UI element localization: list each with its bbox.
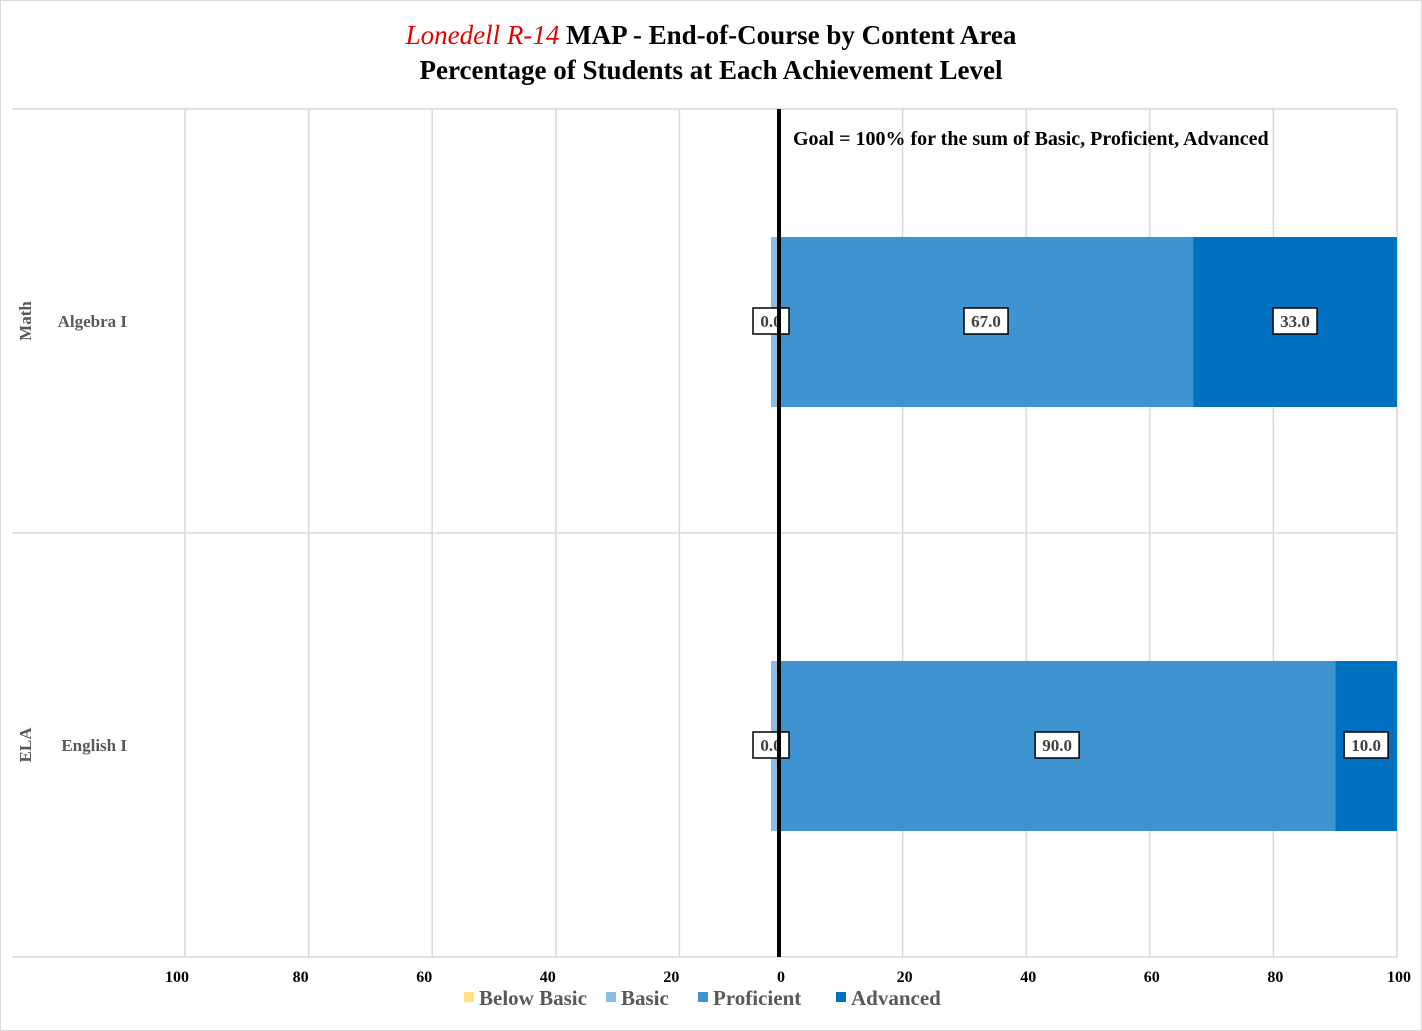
legend-swatch (464, 992, 474, 1002)
data-label-box (1034, 731, 1080, 759)
x-tick-label: 80 (1267, 969, 1283, 986)
legend-swatch (606, 992, 616, 1002)
x-tick-label: 20 (663, 969, 679, 986)
title-line-2: Percentage of Students at Each Achieveme… (419, 55, 1003, 85)
data-label-box (1343, 731, 1389, 759)
group-label: Math (16, 301, 35, 341)
group-label: ELA (16, 727, 35, 763)
legend-label: Advanced (851, 986, 941, 1010)
data-label: 33.0 (1280, 312, 1310, 331)
chart-title: Lonedell R-14 MAP - End-of-Course by Con… (0, 18, 1422, 88)
data-label: 0.0 (760, 736, 781, 755)
legend-swatch (836, 992, 846, 1002)
legend-label: Proficient (713, 986, 801, 1010)
x-tick-label: 20 (897, 969, 913, 986)
axes: 100 80 60 40 20 0 20 40 60 80 100 Algebra I Math Engl… (16, 109, 1411, 986)
data-label: 90.0 (1042, 736, 1072, 755)
data-label-box (752, 307, 790, 335)
legend: Below Basic Basic Proficient Advanced (464, 986, 941, 1010)
bars (771, 237, 1397, 831)
x-tick-label: 80 (293, 969, 309, 986)
x-tick-label: 60 (1144, 969, 1160, 986)
category-label: Algebra I (58, 312, 128, 331)
x-tick-label: 100 (1387, 969, 1411, 986)
title-line-1-rest: MAP - End-of-Course by Content Area (559, 20, 1017, 50)
x-tick-label: 60 (416, 969, 432, 986)
legend-swatch (698, 992, 708, 1002)
goal-annotation: Goal = 100% for the sum of Basic, Profic… (793, 128, 1269, 150)
data-label: 67.0 (971, 312, 1001, 331)
x-tick-label: 40 (540, 969, 556, 986)
data-label: 0.0 (760, 312, 781, 331)
data-label-box (1272, 307, 1318, 335)
x-tick-label: 40 (1020, 969, 1036, 986)
district-name: Lonedell R-14 (405, 20, 560, 50)
category-label: English I (61, 736, 127, 755)
legend-label: Basic (621, 986, 669, 1010)
data-label-box (752, 731, 790, 759)
data-label-box (963, 307, 1009, 335)
x-tick-label: 0 (777, 969, 785, 986)
title-line-1: Lonedell R-14 MAP - End-of-Course by Con… (0, 18, 1422, 53)
legend-label: Below Basic (479, 986, 587, 1010)
data-label: 10.0 (1351, 736, 1381, 755)
data-labels: 0.0 67.0 33.0 0.0 90.0 10.0 (752, 307, 1389, 759)
x-tick-label: 100 (165, 969, 189, 986)
